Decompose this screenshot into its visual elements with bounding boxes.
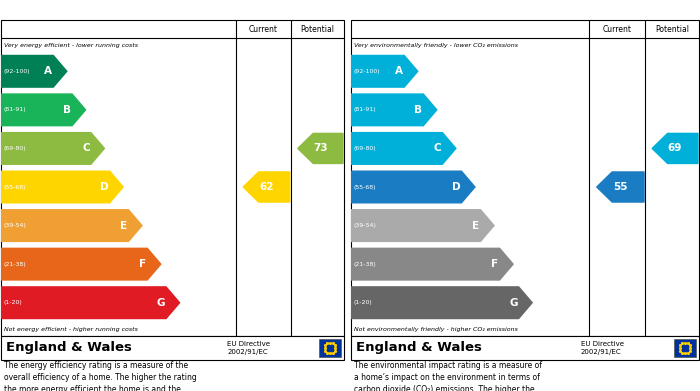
Text: G: G (509, 298, 518, 308)
FancyArrow shape (351, 171, 475, 203)
Text: The environmental impact rating is a measure of
a home’s impact on the environme: The environmental impact rating is a mea… (354, 361, 542, 391)
FancyArrow shape (1, 133, 104, 164)
Text: D: D (100, 182, 108, 192)
FancyArrow shape (351, 94, 437, 126)
Text: (1-20): (1-20) (354, 300, 372, 305)
Text: (81-91): (81-91) (4, 108, 27, 112)
Text: (39-54): (39-54) (4, 223, 27, 228)
Text: F: F (491, 259, 498, 269)
FancyArrow shape (351, 287, 532, 319)
Text: Not environmentally friendly - higher CO₂ emissions: Not environmentally friendly - higher CO… (354, 326, 518, 332)
FancyArrow shape (1, 210, 142, 241)
Text: (1-20): (1-20) (4, 300, 22, 305)
FancyArrow shape (243, 172, 290, 202)
FancyArrow shape (1, 171, 123, 203)
Text: England & Wales: England & Wales (356, 341, 482, 355)
Text: The energy efficiency rating is a measure of the
overall efficiency of a home. T: The energy efficiency rating is a measur… (4, 361, 197, 391)
FancyArrow shape (1, 94, 85, 126)
Text: (69-80): (69-80) (4, 146, 27, 151)
FancyArrow shape (351, 248, 513, 280)
Text: Energy Efficiency Rating: Energy Efficiency Rating (5, 4, 167, 16)
Text: EU Directive
2002/91/EC: EU Directive 2002/91/EC (581, 341, 624, 355)
FancyArrow shape (351, 133, 456, 164)
Text: (21-38): (21-38) (354, 262, 377, 267)
Text: A: A (395, 66, 403, 76)
Text: (39-54): (39-54) (354, 223, 377, 228)
Text: D: D (452, 182, 461, 192)
Text: (92-100): (92-100) (4, 69, 31, 74)
Text: B: B (63, 105, 71, 115)
FancyArrow shape (298, 133, 343, 163)
Text: (21-38): (21-38) (4, 262, 27, 267)
Text: A: A (44, 66, 52, 76)
FancyArrow shape (351, 56, 418, 87)
FancyArrow shape (1, 248, 161, 280)
Text: (55-68): (55-68) (354, 185, 377, 190)
Text: (92-100): (92-100) (354, 69, 381, 74)
Text: Potential: Potential (300, 25, 335, 34)
Text: C: C (434, 143, 442, 153)
Text: Current: Current (249, 25, 278, 34)
FancyArrow shape (1, 287, 180, 319)
Text: Not energy efficient - higher running costs: Not energy efficient - higher running co… (4, 326, 138, 332)
Text: E: E (120, 221, 127, 231)
Text: 69: 69 (668, 143, 682, 153)
FancyArrow shape (652, 133, 698, 163)
Text: G: G (157, 298, 165, 308)
Text: E: E (473, 221, 480, 231)
Bar (319, 339, 341, 357)
FancyArrow shape (596, 172, 644, 202)
Text: 73: 73 (313, 143, 328, 153)
Text: Very environmentally friendly - lower CO₂ emissions: Very environmentally friendly - lower CO… (354, 43, 518, 47)
Text: (81-91): (81-91) (354, 108, 377, 112)
Text: Environmental Impact (CO₂) Rating: Environmental Impact (CO₂) Rating (355, 4, 587, 16)
Text: EU Directive
2002/91/EC: EU Directive 2002/91/EC (228, 341, 270, 355)
Text: Very energy efficient - lower running costs: Very energy efficient - lower running co… (4, 43, 138, 47)
Text: Potential: Potential (655, 25, 689, 34)
Text: England & Wales: England & Wales (6, 341, 132, 355)
Text: F: F (139, 259, 146, 269)
Text: 62: 62 (259, 182, 274, 192)
Text: (69-80): (69-80) (354, 146, 377, 151)
Text: B: B (414, 105, 422, 115)
Bar (674, 339, 696, 357)
Text: (55-68): (55-68) (4, 185, 27, 190)
Text: 55: 55 (612, 182, 627, 192)
Text: Current: Current (603, 25, 631, 34)
Text: C: C (83, 143, 90, 153)
FancyArrow shape (351, 210, 494, 241)
FancyArrow shape (1, 56, 66, 87)
